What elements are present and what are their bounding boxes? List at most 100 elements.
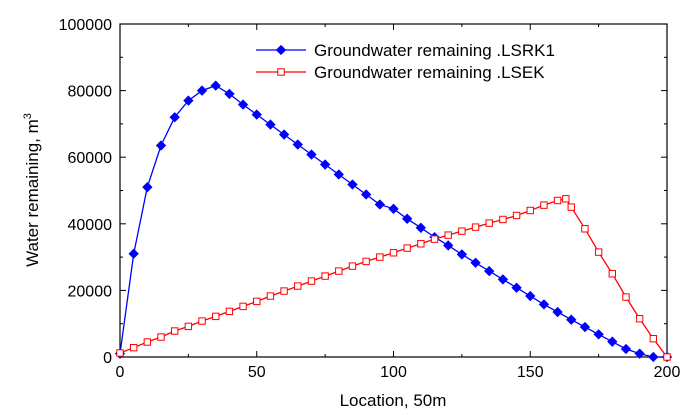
data-point [280, 287, 288, 295]
data-point [321, 272, 329, 280]
data-point [499, 215, 507, 224]
data-point [319, 159, 331, 170]
data-point [253, 297, 261, 306]
x-tick-label: 50 [248, 364, 266, 381]
legend-item: Groundwater remaining .LSEK [256, 63, 545, 82]
x-axis-title: Location, 50m [340, 391, 447, 410]
legend-label: Groundwater remaining .LSRK1 [314, 41, 555, 60]
data-point [157, 333, 165, 341]
y-axis-title: Water remaining, m3 [22, 113, 42, 267]
data-point [307, 277, 316, 285]
data-point [184, 322, 193, 331]
series-line [119, 198, 668, 358]
data-point [360, 189, 372, 200]
data-point [540, 201, 548, 209]
data-point [155, 140, 167, 151]
data-point [525, 290, 536, 302]
legend-item: Groundwater remaining .LSRK1 [256, 41, 555, 60]
data-point [415, 222, 427, 233]
data-point [237, 99, 249, 110]
data-point [552, 306, 563, 318]
data-point [511, 282, 522, 293]
data-point [620, 343, 632, 355]
data-point [183, 95, 194, 106]
data-point [306, 149, 317, 160]
data-point [484, 265, 495, 277]
data-point [389, 249, 398, 257]
data-point [403, 244, 411, 252]
y-tick-label: 80000 [68, 84, 113, 101]
y-tick-label: 20000 [68, 283, 113, 300]
data-point [512, 211, 521, 220]
data-point [294, 282, 302, 290]
data-point [485, 219, 493, 227]
data-point [648, 351, 659, 363]
y-tick-label: 40000 [68, 217, 113, 234]
data-point [129, 343, 138, 352]
data-point [497, 274, 509, 285]
x-tick-label: 0 [116, 364, 125, 381]
series-layer [114, 80, 673, 363]
data-point [567, 203, 575, 211]
y-tick-label: 100000 [59, 17, 112, 34]
data-point [212, 312, 220, 321]
data-point [562, 195, 570, 203]
data-point [635, 315, 644, 323]
data-point [443, 240, 454, 251]
data-point [225, 307, 234, 316]
data-point [470, 257, 481, 268]
data-point [374, 199, 385, 210]
y-tick-label: 60000 [68, 150, 113, 167]
legend-marker [277, 68, 285, 76]
data-point [116, 349, 124, 357]
y-axis-title-superscript: 3 [22, 113, 34, 119]
data-point [265, 119, 276, 130]
data-point [348, 262, 357, 270]
data-point [458, 227, 466, 235]
data-point [663, 353, 671, 361]
x-tick-label: 100 [380, 364, 407, 381]
data-point [402, 213, 413, 224]
data-point [278, 129, 290, 140]
data-point [444, 231, 452, 239]
x-tick-label: 200 [654, 364, 681, 381]
data-point [362, 257, 370, 266]
data-point [526, 206, 534, 215]
data-point [292, 139, 303, 150]
data-point [142, 182, 153, 193]
data-point [333, 169, 344, 180]
data-point [143, 338, 152, 346]
data-point [649, 334, 658, 343]
data-point [347, 179, 358, 190]
data-point [266, 292, 275, 300]
data-point [224, 88, 235, 100]
data-point [171, 327, 179, 335]
data-point [388, 203, 399, 214]
data-point [169, 112, 180, 123]
data-point [594, 248, 603, 256]
data-point [198, 317, 206, 325]
data-point [471, 223, 480, 231]
series-2 [116, 195, 671, 361]
y-axis-title-main: Water remaining, m [23, 119, 42, 267]
legend-marker [275, 44, 287, 56]
legend: Groundwater remaining .LSRK1 Groundwater … [256, 41, 555, 82]
data-point [417, 240, 425, 248]
y-tick-label: 0 [103, 350, 112, 367]
data-point [593, 329, 604, 340]
data-point [634, 348, 645, 359]
data-point [566, 314, 577, 325]
data-point [608, 270, 616, 278]
data-point [579, 321, 591, 333]
data-point [376, 253, 384, 261]
data-point [607, 336, 618, 347]
data-point [622, 293, 630, 301]
series-line [119, 84, 667, 358]
data-point [128, 248, 139, 259]
data-point [210, 80, 221, 91]
data-point [430, 235, 439, 243]
legend-label: Groundwater remaining .LSEK [314, 63, 545, 82]
data-point [538, 299, 550, 310]
data-point [553, 196, 562, 205]
